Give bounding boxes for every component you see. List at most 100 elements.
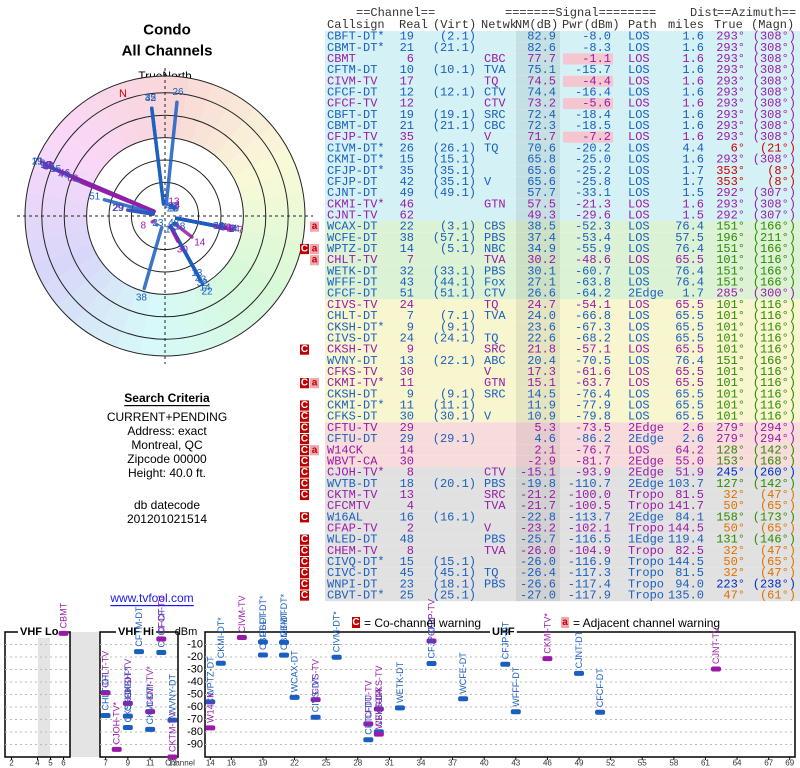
cell-path: LOS bbox=[628, 164, 650, 178]
spike-channel-label: 21 bbox=[32, 156, 44, 167]
cell-call: WPTZ-DT bbox=[327, 242, 377, 256]
cell-real: 29 bbox=[400, 432, 414, 446]
cell-call: CFCF-DT bbox=[327, 85, 377, 99]
signal-spike bbox=[80, 180, 156, 214]
signal-callsign: CKMI-DT* bbox=[216, 617, 226, 658]
row-background bbox=[325, 254, 800, 266]
row-background bbox=[325, 153, 800, 166]
cell-real: 12 bbox=[400, 97, 414, 111]
signal-callsign: WBVT-CA bbox=[374, 688, 384, 729]
cell-call: CKSH-TV bbox=[327, 343, 378, 357]
cell-pwr: -25.2 bbox=[575, 164, 611, 178]
x-tick-label: 2 bbox=[9, 759, 14, 768]
nm-cell bbox=[516, 489, 560, 501]
cell-pwr: -29.6 bbox=[575, 208, 611, 222]
nm-cell bbox=[516, 53, 560, 65]
cell-dist: 1.6 bbox=[682, 74, 704, 88]
column-header: Pwr(dBm) bbox=[562, 18, 620, 32]
cell-path: LOS bbox=[628, 52, 650, 66]
warning-letter: a bbox=[312, 255, 318, 266]
cell-az: 101° bbox=[716, 331, 745, 345]
signal-callsign: CFTU-DT bbox=[363, 695, 373, 734]
y-tick-label: -90 bbox=[187, 739, 203, 751]
cell-path: 2Edge bbox=[628, 454, 664, 468]
cell-call: W16AL bbox=[327, 510, 363, 524]
nm-cell bbox=[516, 221, 560, 233]
signal-spike bbox=[175, 216, 211, 227]
cell-mag: (116°) bbox=[753, 376, 796, 390]
cell-path: LOS bbox=[628, 264, 650, 278]
x-tick-label: 34 bbox=[417, 759, 426, 768]
cell-call: WVNY-DT bbox=[327, 354, 377, 368]
column-group: ==Azimuth== bbox=[717, 6, 796, 20]
cell-mag: (47°) bbox=[760, 544, 796, 558]
cell-path: Tropo bbox=[628, 488, 664, 502]
cell-net: CBC bbox=[484, 119, 506, 133]
cell-path: LOS bbox=[628, 387, 650, 401]
cell-call: CIVQ-DT* bbox=[327, 555, 385, 569]
cell-path: Tropo bbox=[628, 499, 664, 513]
cell-az: 353° bbox=[716, 175, 745, 189]
x-tick-label: 4 bbox=[35, 759, 40, 768]
site-link[interactable]: www.tvfool.com bbox=[109, 591, 193, 605]
row-background bbox=[325, 444, 800, 456]
co-channel-icon bbox=[300, 400, 309, 411]
cell-virt: (30.1) bbox=[433, 410, 476, 424]
spike-channel-label: 2 bbox=[173, 201, 179, 212]
cell-az: 293° bbox=[716, 85, 745, 99]
cell-mag: (308°) bbox=[753, 63, 796, 77]
cell-pwr: -113.7 bbox=[568, 510, 611, 524]
signal-callsign: CKSH-TV bbox=[123, 659, 133, 699]
nm-cell bbox=[516, 500, 560, 512]
cell-path: LOS bbox=[628, 276, 650, 290]
band-gap bbox=[38, 632, 50, 757]
cell-net: PBS bbox=[484, 231, 506, 245]
row-background bbox=[325, 288, 800, 300]
warning-letter: a bbox=[312, 378, 318, 389]
x-tick-label: 14 bbox=[206, 759, 215, 768]
adjacent-channel-icon bbox=[310, 378, 319, 389]
signal-marker bbox=[111, 746, 122, 752]
co-channel-icon bbox=[300, 344, 309, 355]
cell-net: CBS bbox=[484, 220, 506, 234]
cell-pwr: -63.8 bbox=[575, 276, 611, 290]
warning-letter: C bbox=[301, 557, 308, 568]
signal-marker bbox=[156, 650, 167, 655]
cell-pwr: -76.4 bbox=[575, 387, 611, 401]
cell-virt: (15.1) bbox=[433, 153, 476, 167]
cell-mag: (260°) bbox=[753, 466, 796, 480]
cell-dist: 65.5 bbox=[675, 298, 704, 312]
cell-mag: (308°) bbox=[753, 30, 796, 44]
column-header: Netwk bbox=[481, 18, 517, 32]
cell-path: LOS bbox=[628, 320, 650, 334]
cell-net: TVA bbox=[484, 63, 506, 77]
cell-az: 293° bbox=[716, 30, 745, 44]
criteria-line: Montreal, QC bbox=[131, 438, 203, 452]
cell-pwr: -8.3 bbox=[582, 41, 611, 55]
signal-callsign: CJOH-TV* bbox=[112, 701, 122, 744]
cell-mag: (173°) bbox=[753, 510, 796, 524]
co-channel-icon bbox=[300, 568, 309, 579]
cell-call: CJNT-DT bbox=[327, 186, 377, 200]
cell-az: 292° bbox=[716, 208, 745, 222]
y-tick-label: -30 bbox=[187, 664, 203, 676]
cell-az: 101° bbox=[716, 376, 745, 390]
signal-marker bbox=[574, 670, 585, 676]
x-tick-label: 7 bbox=[103, 759, 108, 768]
cell-nm: 34.9 bbox=[527, 242, 556, 256]
cell-dist: 1.6 bbox=[682, 108, 704, 122]
row-background bbox=[325, 232, 800, 244]
cell-dist: 82.5 bbox=[675, 544, 704, 558]
cell-az: 293° bbox=[716, 153, 745, 167]
spike-channel-label: 35 bbox=[44, 161, 56, 172]
nm-cell bbox=[516, 332, 560, 345]
cell-net: SRC bbox=[484, 343, 506, 357]
cell-path: LOS bbox=[628, 410, 650, 424]
column-header: True bbox=[714, 18, 743, 32]
cell-net: TVA bbox=[484, 499, 506, 513]
cell-call: W14CK bbox=[327, 443, 364, 457]
cell-az: 151° bbox=[716, 242, 745, 256]
row-background bbox=[325, 299, 800, 311]
warning-letter: a bbox=[312, 244, 318, 255]
